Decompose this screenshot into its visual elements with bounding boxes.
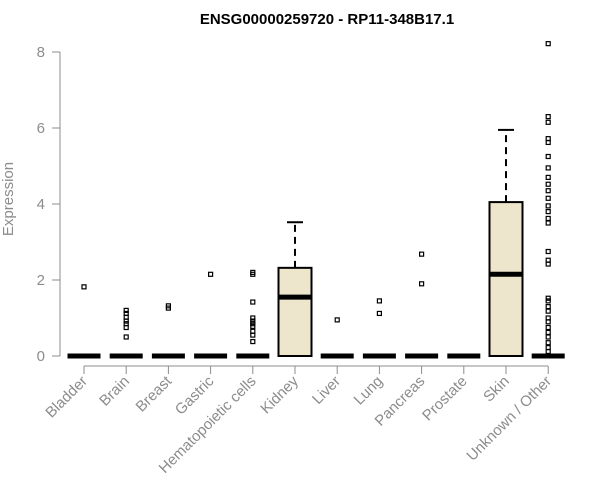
box-breast: [151, 303, 185, 359]
outlier-point: [81, 284, 87, 290]
box-hematopoietic-cells: [236, 269, 270, 359]
outlier-point: [250, 315, 256, 321]
outlier-point: [123, 318, 129, 324]
outlier-point: [123, 324, 129, 331]
outlier-point: [545, 340, 551, 346]
outlier-point: [545, 181, 551, 187]
outlier-point: [334, 317, 340, 323]
y-axis: 0 2 4 6 8: [37, 44, 61, 365]
box-series: [67, 41, 565, 359]
x-tick-label: Liver: [309, 373, 344, 408]
outlier-point: [545, 203, 551, 209]
x-tick-label: Bladder: [42, 373, 91, 422]
box-kidney: [277, 221, 313, 357]
outlier-point: [376, 298, 382, 304]
outlier-point: [545, 165, 551, 171]
box-bladder: [67, 284, 101, 359]
outlier-point: [208, 271, 214, 277]
outlier-point: [545, 215, 551, 222]
outlier-point: [545, 308, 551, 314]
outlier-point: [165, 305, 171, 311]
outlier-point: [545, 348, 551, 355]
box-liver: [320, 317, 354, 359]
outlier-point: [545, 261, 551, 267]
box-brain: [109, 307, 143, 359]
outlier-point: [250, 299, 256, 305]
y-axis-label: Expression: [0, 162, 17, 236]
outlier-point: [419, 251, 425, 257]
outlier-point: [545, 209, 551, 215]
y-tick-label: 6: [37, 120, 45, 137]
outlier-point: [376, 310, 382, 317]
outlier-point: [545, 324, 551, 331]
y-tick-label: 4: [37, 196, 45, 213]
x-tick-label: Brain: [96, 373, 133, 410]
x-tick-label: Kidney: [257, 372, 302, 417]
outlier-point: [250, 332, 256, 338]
x-tick-label: Lung: [351, 373, 387, 409]
box-body: [277, 266, 313, 357]
outlier-point: [545, 174, 551, 180]
y-tick-label: 8: [37, 44, 45, 61]
box-lung: [362, 298, 396, 359]
outlier-point: [545, 295, 551, 301]
x-tick-label: Skin: [480, 373, 513, 406]
box-pancreas: [405, 251, 439, 359]
outlier-point: [419, 281, 425, 287]
outlier-point: [123, 334, 129, 340]
outlier-point: [250, 318, 256, 324]
outlier-point: [545, 304, 551, 310]
outlier-point: [250, 271, 256, 277]
y-tick-label: 2: [37, 272, 45, 289]
outlier-point: [123, 307, 129, 313]
x-tick-label: Prostate: [419, 373, 471, 425]
outlier-point: [545, 195, 551, 201]
box-body: [488, 201, 524, 357]
outlier-point: [545, 119, 551, 125]
outlier-point: [545, 139, 551, 146]
outlier-point: [545, 220, 551, 226]
box-skin: [488, 128, 524, 357]
outlier-point: [545, 41, 551, 47]
outlier-point: [545, 188, 551, 194]
chart-title: ENSG00000259720 - RP11-348B17.1: [200, 11, 454, 28]
outlier-point: [250, 321, 256, 327]
outlier-point: [545, 319, 551, 325]
outlier-point: [545, 334, 551, 340]
outlier-point: [250, 323, 256, 329]
outlier-point: [545, 298, 551, 304]
x-tick-label: Breast: [133, 372, 176, 415]
outlier-point: [545, 248, 551, 255]
outlier-point: [250, 338, 256, 345]
outlier-point: [545, 113, 551, 120]
y-tick-label: 0: [37, 348, 45, 365]
box-unknown-other: [531, 41, 565, 359]
outlier-point: [545, 153, 551, 160]
outlier-point: [545, 329, 551, 336]
box-gastric: [194, 271, 228, 359]
